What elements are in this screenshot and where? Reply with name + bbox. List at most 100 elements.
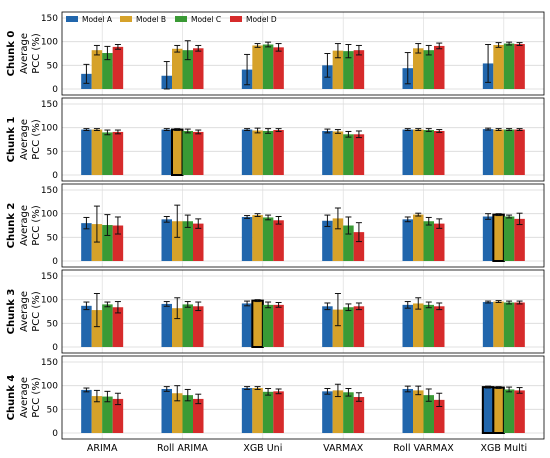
- bar: [332, 218, 344, 261]
- bar: [252, 215, 263, 261]
- bar: [182, 130, 193, 175]
- bar: [503, 216, 515, 261]
- bar: [503, 389, 515, 433]
- chart-panel: 0 50 100 150 Chunk 4 Average PCC (%): [6, 355, 545, 440]
- bar: [343, 51, 354, 89]
- bar: [172, 308, 183, 347]
- y-tick-label: 100: [41, 210, 58, 220]
- bar: [262, 130, 274, 175]
- bar: [413, 303, 424, 347]
- bar: [353, 50, 365, 89]
- bar: [81, 389, 92, 433]
- row-title: Chunk 4: [6, 375, 17, 421]
- bar: [353, 397, 365, 433]
- bar: [273, 391, 284, 433]
- bar: [492, 213, 505, 262]
- panel-frame: [61, 183, 545, 268]
- bar: [182, 221, 193, 261]
- row-title: Chunk 1: [6, 117, 17, 163]
- legend-swatch: [120, 16, 132, 22]
- bar: [262, 217, 274, 261]
- y-tick-label: 50: [47, 61, 59, 71]
- legend-swatch: [66, 16, 78, 22]
- panel-frame: [61, 269, 545, 354]
- y-axis-label: PCC (%): [31, 205, 42, 246]
- y-tick-label: 0: [52, 85, 58, 95]
- bar: [514, 302, 525, 347]
- legend: Model A Model B Model C Model D: [66, 15, 277, 24]
- bar: [343, 307, 354, 347]
- y-axis-label: Average: [19, 33, 30, 74]
- bar: [353, 306, 365, 347]
- bar: [353, 134, 365, 175]
- y-tick-label: 100: [41, 296, 58, 306]
- bar: [252, 45, 263, 89]
- y-axis-label: Average: [19, 291, 30, 332]
- bar: [252, 130, 263, 175]
- y-tick-label: 0: [52, 257, 58, 267]
- bar: [402, 304, 413, 347]
- bar: [514, 129, 525, 175]
- bar: [102, 53, 113, 89]
- bar: [434, 306, 445, 347]
- y-axis-label: PCC (%): [31, 291, 42, 332]
- bar: [193, 131, 204, 175]
- y-tick-label: 100: [41, 38, 58, 48]
- bar: [81, 223, 92, 261]
- bar: [423, 130, 434, 175]
- row-title: Chunk 2: [6, 203, 17, 249]
- bar: [514, 218, 525, 261]
- bar: [322, 220, 333, 261]
- chart-panel: 0 50 100 150 Chunk 3 Average PCC (%): [6, 269, 545, 354]
- x-tick-label: Roll ARIMA: [157, 443, 208, 454]
- bar: [493, 301, 504, 347]
- bar: [102, 304, 113, 347]
- bar: [182, 304, 193, 347]
- bar: [91, 396, 103, 433]
- y-tick-label: 0: [52, 343, 58, 353]
- panel-frame: [61, 97, 545, 182]
- bar: [161, 219, 172, 261]
- bar: [423, 395, 434, 433]
- bar: [241, 388, 253, 433]
- y-axis-label: PCC (%): [31, 119, 42, 160]
- bar: [493, 44, 504, 89]
- bar: [182, 395, 193, 433]
- bar: [262, 44, 274, 89]
- bar: [241, 303, 253, 347]
- bar: [413, 129, 424, 175]
- y-tick-label: 50: [47, 405, 59, 415]
- x-tick-label: VARMAX: [323, 443, 364, 454]
- bar: [193, 306, 204, 347]
- legend-entry: Model D: [246, 15, 277, 24]
- y-tick-label: 100: [41, 382, 58, 392]
- bar: [112, 398, 124, 433]
- chart-panel: 0 50 100 150 Chunk 1 Average PCC (%): [6, 97, 545, 182]
- bar: [241, 216, 253, 261]
- y-axis-label: PCC (%): [31, 33, 42, 74]
- bar: [102, 132, 113, 175]
- y-tick-label: 100: [41, 124, 58, 134]
- bar: [514, 390, 525, 433]
- bar: [112, 46, 124, 89]
- bar: [91, 129, 103, 175]
- y-axis-label: Average: [19, 377, 30, 418]
- bar: [112, 307, 124, 347]
- y-axis-label: Average: [19, 205, 30, 246]
- legend-entry: Model C: [191, 15, 221, 24]
- y-tick-label: 150: [41, 14, 58, 24]
- bar: [262, 391, 274, 433]
- bar: [481, 386, 495, 435]
- bar: [161, 129, 172, 175]
- bar: [251, 299, 264, 349]
- bar: [262, 304, 274, 347]
- bar: [492, 386, 505, 434]
- bar: [193, 398, 204, 433]
- bar: [332, 390, 344, 433]
- bar: [81, 305, 92, 347]
- bar: [172, 48, 183, 89]
- bar: [413, 48, 424, 89]
- chart-panel: 0 50 100 150 Chunk 2 Average PCC (%): [6, 183, 545, 268]
- bar: [413, 390, 424, 433]
- bar: [353, 232, 365, 261]
